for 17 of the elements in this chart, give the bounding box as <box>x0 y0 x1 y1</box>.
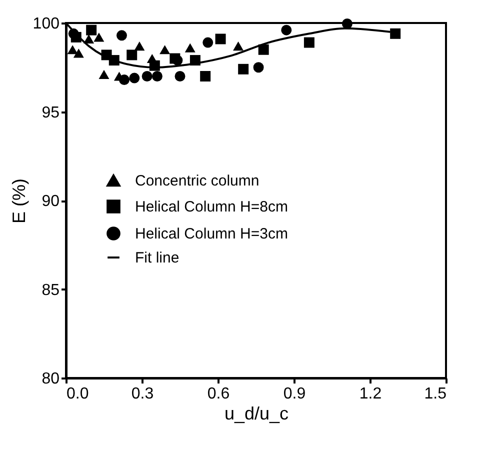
x-tick-label: 0.9 <box>283 386 306 402</box>
y-tick-label: 90 <box>42 193 60 210</box>
y-axis-title: E (%) <box>8 178 29 224</box>
y-tick-label: 95 <box>42 104 60 122</box>
legend-label: Helical Column H=3cm <box>135 226 288 242</box>
y-tick-label: 80 <box>42 370 60 388</box>
x-tick-label: 0.0 <box>66 386 89 402</box>
x-axis-title: u_d/u_c <box>224 404 289 424</box>
legend-label: Concentric column <box>135 172 260 190</box>
x-tick-label: 1.2 <box>359 386 382 402</box>
y-tick-label: 100 <box>32 16 60 32</box>
x-tick-label: 1.5 <box>424 386 447 402</box>
legend-label: Fit line <box>135 250 180 266</box>
legend-label: Helical Column H=8cm <box>135 198 288 216</box>
x-tick-label: 0.3 <box>131 386 154 402</box>
y-tick-label: 85 <box>42 282 60 299</box>
x-tick-label: 0.6 <box>207 386 230 402</box>
